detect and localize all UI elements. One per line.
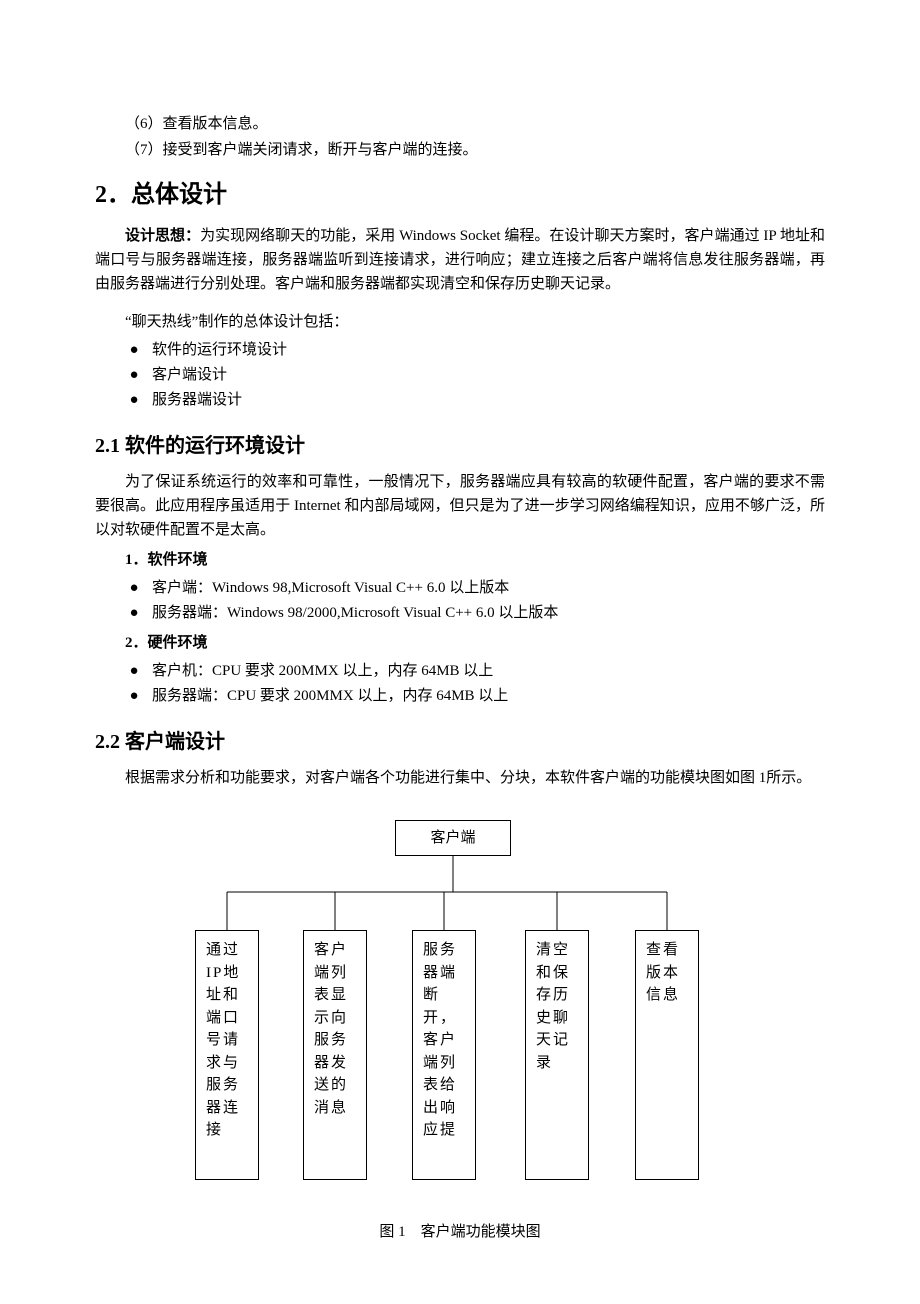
bullet-text: 客户机：CPU 要求 200MMX 以上，内存 64MB 以上 <box>152 663 493 679</box>
design-paragraph: 设计思想：为实现网络聊天的功能，采用 Windows Socket 编程。在设计… <box>95 224 825 296</box>
bullet-item: ●软件的运行环境设计 <box>130 338 826 362</box>
intro-list: （6）查看版本信息。 （7）接受到客户端关闭请求，断开与客户端的连接。 <box>95 112 825 162</box>
bullet-text: 客户端设计 <box>152 367 227 383</box>
design-label: 设计思想： <box>125 228 200 244</box>
bullet-text: 客户端：Windows 98,Microsoft Visual C++ 6.0 … <box>152 580 509 596</box>
sec21-para: 为了保证系统运行的效率和可靠性，一般情况下，服务器端应具有较高的软硬件配置，客户… <box>95 470 825 542</box>
diagram-child-node: 通过IP地址和端口号请求与服务器连接 <box>195 930 259 1180</box>
bullet-icon: ● <box>130 659 153 683</box>
overall-bullets: ●软件的运行环境设计 ●客户端设计 ●服务器端设计 <box>130 338 826 412</box>
sec22-para: 根据需求分析和功能要求，对客户端各个功能进行集中、分块，本软件客户端的功能模块图… <box>95 766 825 790</box>
soft-bullets: ●客户端：Windows 98,Microsoft Visual C++ 6.0… <box>130 576 826 625</box>
heading-sec21: 2.1 软件的运行环境设计 <box>95 430 825 462</box>
bullet-item: ●服务器端设计 <box>130 388 826 412</box>
hard-bullets: ●客户机：CPU 要求 200MMX 以上，内存 64MB 以上 ●服务器端：C… <box>130 659 826 708</box>
bullet-icon: ● <box>130 388 153 412</box>
diagram-child-node: 客户端列表显示向服务器发送的消息 <box>303 930 367 1180</box>
bullet-text: 服务器端设计 <box>152 392 242 408</box>
intro-item: （7）接受到客户端关闭请求，断开与客户端的连接。 <box>95 138 825 162</box>
page: （6）查看版本信息。 （7）接受到客户端关闭请求，断开与客户端的连接。 2．总体… <box>0 0 920 1304</box>
bullet-icon: ● <box>130 576 153 600</box>
hard-env-label: 2．硬件环境 <box>125 631 825 655</box>
bullet-icon: ● <box>130 601 153 625</box>
overall-line: “聊天热线”制作的总体设计包括： <box>95 310 825 334</box>
figure-caption: 图 1 客户端功能模块图 <box>95 1220 825 1244</box>
intro-item: （6）查看版本信息。 <box>95 112 825 136</box>
diagram-child-node: 服务器端断开，客户端列表给出响应提 <box>412 930 476 1180</box>
bullet-icon: ● <box>130 684 153 708</box>
bullet-item: ●服务器端：CPU 要求 200MMX 以上，内存 64MB 以上 <box>130 684 826 708</box>
diagram-root-node: 客户端 <box>395 820 511 856</box>
bullet-item: ●客户机：CPU 要求 200MMX 以上，内存 64MB 以上 <box>130 659 826 683</box>
design-text: 为实现网络聊天的功能，采用 Windows Socket 编程。在设计聊天方案时… <box>95 228 825 292</box>
soft-env-label: 1．软件环境 <box>125 548 825 572</box>
client-module-diagram: 客户端 通过IP地址和端口号请求与服务器连接客户端列表显示向服务器发送的消息服务… <box>195 820 725 1200</box>
bullet-item: ●客户端：Windows 98,Microsoft Visual C++ 6.0… <box>130 576 826 600</box>
bullet-item: ●客户端设计 <box>130 363 826 387</box>
bullet-icon: ● <box>130 363 153 387</box>
heading-sec22: 2.2 客户端设计 <box>95 726 825 758</box>
bullet-item: ●服务器端：Windows 98/2000,Microsoft Visual C… <box>130 601 826 625</box>
bullet-text: 服务器端：Windows 98/2000,Microsoft Visual C+… <box>152 605 558 621</box>
diagram-child-node: 清空和保存历史聊天记录 <box>525 930 589 1180</box>
bullet-text: 服务器端：CPU 要求 200MMX 以上，内存 64MB 以上 <box>152 688 508 704</box>
heading-sec2: 2．总体设计 <box>95 176 825 214</box>
diagram-child-node: 查看版本信息 <box>635 930 699 1180</box>
bullet-text: 软件的运行环境设计 <box>152 342 287 358</box>
bullet-icon: ● <box>130 338 153 362</box>
